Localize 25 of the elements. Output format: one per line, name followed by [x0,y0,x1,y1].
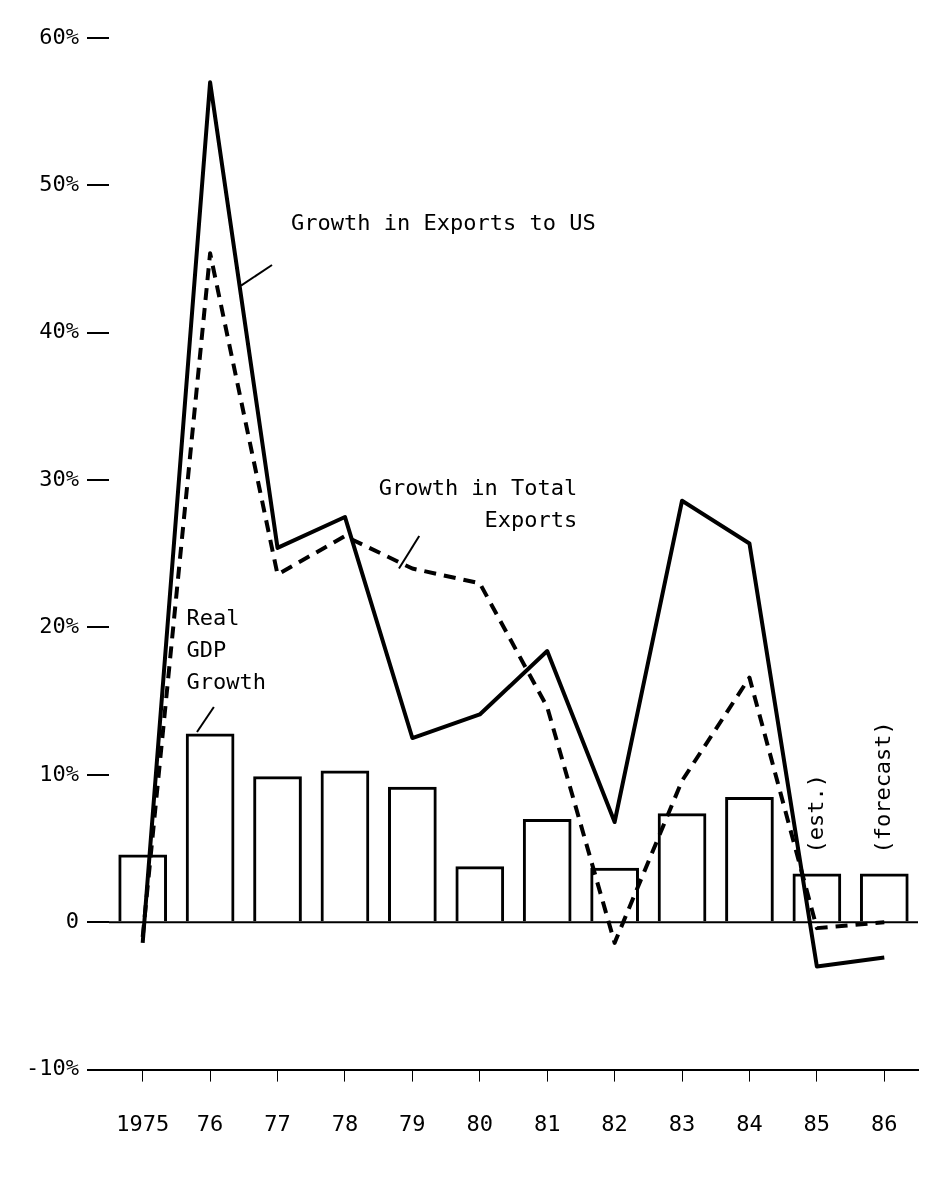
x-tick-label: 78 [331,1110,359,1136]
y-tick-label: 40% [39,318,79,344]
y-tick-label: 10% [39,760,79,786]
annotation: (est.) [802,774,828,854]
y-tick-label: -10% [26,1055,79,1081]
series-label: Real GDP Growth [186,604,266,694]
series-label: Growth in Total Exports [378,474,578,532]
x-tick-label: 81 [533,1110,561,1136]
y-tick-label: 50% [39,171,79,197]
x-tick-label: 76 [196,1110,224,1136]
text: Growth in Exports to US [291,209,596,235]
x-tick-label: 86 [871,1110,898,1136]
y-tick-label: 20% [39,613,79,639]
x-tick-label: 77 [264,1110,291,1136]
y-tick-label: 0 [65,907,79,933]
x-tick-label: 80 [466,1110,494,1136]
x-tick-label: 84 [736,1110,763,1136]
x-tick-label: 82 [601,1110,628,1136]
x-tick-label: 83 [668,1110,696,1136]
annotation: (forecast) [870,721,896,854]
x-tick-label: 85 [803,1110,831,1136]
y-tick-label: 30% [39,465,79,491]
x-tick-label: 1975 [116,1110,170,1136]
y-tick-label: 60% [39,23,79,49]
x-tick-label: 79 [399,1110,426,1136]
